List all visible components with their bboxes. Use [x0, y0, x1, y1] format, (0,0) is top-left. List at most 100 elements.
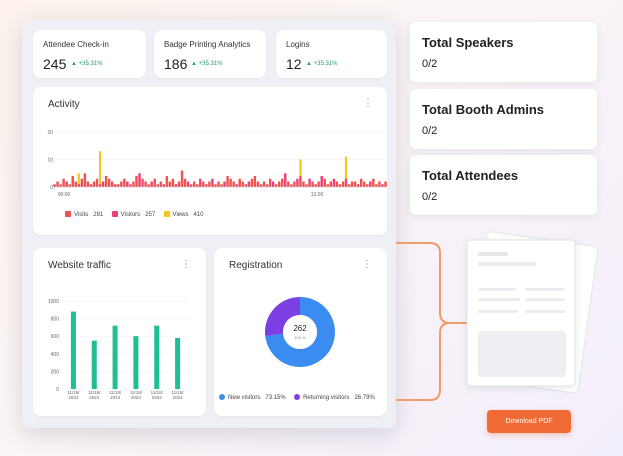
bar-visits [183, 178, 187, 187]
x-tick-label: 2024 [110, 395, 121, 400]
legend-views[interactable]: Views 410 [163, 211, 203, 218]
bar-visits [308, 178, 311, 187]
bar-visits [341, 181, 345, 187]
bar-visits [259, 184, 263, 187]
bar-visits [344, 178, 348, 187]
legend-visitors[interactable]: Visitors 257 [111, 211, 155, 218]
bar-visits [132, 181, 135, 187]
bar-visits [150, 181, 153, 187]
stat-card-badge[interactable]: Badge Printing Analytics 186 ▲ +35.31% [154, 30, 266, 78]
stat-card-logins[interactable]: Logins 12 ▲ +35.31% [276, 30, 387, 78]
y-tick-label: 1000 [48, 299, 59, 305]
bar-visits [247, 181, 251, 187]
bar-visits [135, 176, 138, 187]
bar-visits [363, 181, 366, 187]
traffic-bar [154, 325, 160, 389]
traffic-bar [91, 340, 97, 389]
bar-visits [356, 184, 360, 187]
bar-visits [95, 178, 99, 187]
x-tick-label: 11/18/ [171, 390, 184, 395]
bar-visits [53, 184, 56, 187]
bar-visits [138, 173, 141, 187]
activity-card: Activity ⋮ 20 10 0 00:00 12:00 Visits 281 Vi… [33, 87, 387, 235]
bar-visits [71, 176, 74, 187]
bar-visits [305, 184, 308, 187]
total-attendees-card[interactable]: Total Attendees 0/2 [410, 155, 597, 215]
stat-value: 245 [43, 56, 67, 72]
donut-center-value: 262 [293, 324, 307, 333]
bar-visits [177, 181, 181, 187]
more-vertical-icon[interactable]: ⋮ [362, 259, 372, 270]
x-tick-label: 2024 [89, 395, 100, 400]
bar-visits [141, 178, 144, 187]
bar-visits [223, 181, 226, 187]
bar-visits [86, 181, 90, 187]
bar-visits [123, 178, 126, 187]
legend-visits[interactable]: Visits 281 [65, 211, 103, 218]
x-tick-label: 2024 [152, 395, 163, 400]
bar-visits [381, 184, 384, 187]
bar-visits [208, 181, 211, 187]
x-tick-label: 00:00 [58, 192, 71, 198]
y-tick-label: 20 [47, 130, 53, 136]
stat-title: Badge Printing Analytics [164, 40, 251, 49]
bar-visits [290, 184, 293, 187]
traffic-bar [70, 311, 76, 389]
stat-card-checkin[interactable]: Attendee Check-in 245 ▲ +35.31% [33, 30, 146, 78]
bar-visits [110, 181, 114, 187]
bar-visits [238, 178, 241, 187]
card-value: 0/2 [422, 191, 438, 203]
bar-visits [293, 181, 296, 187]
y-tick-label: 0 [50, 185, 53, 191]
bar-visits [326, 184, 330, 187]
bar-visits [196, 184, 199, 187]
bar-visits [332, 178, 336, 187]
bar-visits [120, 181, 123, 187]
y-tick-label: 600 [51, 334, 60, 340]
bar-visits [262, 181, 266, 187]
total-booth-admins-card[interactable]: Total Booth Admins 0/2 [410, 89, 597, 149]
bar-visits [101, 181, 105, 187]
traffic-bar [175, 337, 181, 389]
total-speakers-card[interactable]: Total Speakers 0/2 [410, 22, 597, 82]
x-tick-label: 11/18/ [109, 390, 122, 395]
bar-views [77, 173, 80, 187]
bar-visits [384, 181, 387, 187]
bar-visits [335, 181, 339, 187]
bar-visits [265, 184, 269, 187]
y-tick-label: 0 [56, 387, 59, 393]
bar-visits [378, 181, 381, 187]
bar-visits [126, 181, 129, 187]
y-tick-label: 400 [51, 352, 60, 358]
more-vertical-icon[interactable]: ⋮ [363, 98, 373, 109]
bar-visits [162, 184, 166, 187]
bar-visits [199, 178, 202, 187]
x-tick-label: 12:00 [311, 192, 324, 198]
x-tick-label: 11/18/ [67, 390, 80, 395]
bar-visits [156, 184, 159, 187]
legend-returning-visitors[interactable]: Returning visitors 26.79% [294, 394, 375, 401]
bar-visits [147, 184, 150, 187]
bar-visits [250, 178, 254, 187]
bar-visits [320, 176, 323, 187]
stat-title: Logins [286, 40, 310, 49]
download-pdf-button[interactable]: Download PDF [487, 410, 571, 433]
legend-new-visitors[interactable]: New visitors 73.15% [219, 394, 286, 401]
bar-visits [359, 178, 363, 187]
bar-visits [117, 184, 120, 187]
bar-visits [74, 181, 77, 187]
bar-visits [144, 181, 147, 187]
bar-visits [271, 181, 275, 187]
more-vertical-icon[interactable]: ⋮ [181, 259, 191, 270]
bar-visits [338, 184, 342, 187]
bar-visits [56, 181, 59, 187]
bar-visits [235, 184, 238, 187]
x-tick-label: 2024 [173, 395, 184, 400]
bar-visits [65, 181, 68, 187]
stat-value: 12 [286, 56, 302, 72]
bar-visits [232, 181, 235, 187]
bar-visits [353, 181, 357, 187]
y-tick-label: 200 [51, 369, 60, 375]
stat-delta: ▲ +35.31% [306, 61, 338, 67]
donut-center-sub: 100 % [294, 335, 306, 340]
